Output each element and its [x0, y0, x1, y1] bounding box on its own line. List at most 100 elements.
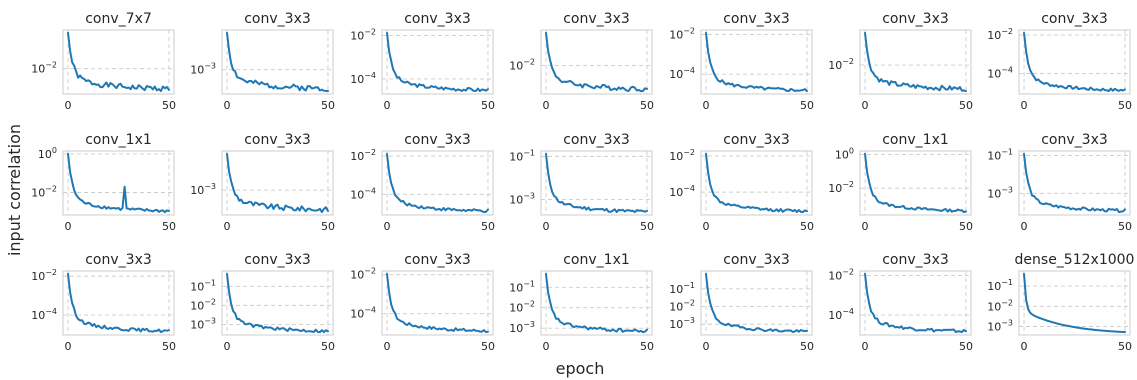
- x-tick-label: 50: [481, 99, 495, 112]
- y-tick-label: 10−1: [987, 147, 1013, 162]
- y-tick-label: 10−1: [987, 278, 1013, 293]
- plot-area: [700, 29, 813, 95]
- x-tick-label: 50: [481, 220, 495, 233]
- series-line: [545, 152, 648, 214]
- plot-area: [62, 270, 175, 336]
- subplot-title: conv_3x3: [563, 11, 630, 27]
- subplot-title: conv_3x3: [404, 132, 471, 148]
- plot-area: [859, 150, 972, 216]
- subplot-title: conv_3x3: [882, 252, 949, 268]
- series-line: [545, 272, 648, 334]
- subplot-title: conv_3x3: [1041, 132, 1108, 148]
- y-tick-label: 10−2: [669, 148, 695, 163]
- plot-area: [381, 270, 494, 336]
- y-tick-label: 10−2: [350, 267, 376, 282]
- x-tick-label: 50: [640, 99, 654, 112]
- x-tick-label: 50: [640, 220, 654, 233]
- subplot-panel: conv_1x1 100 10−2 0 50: [828, 132, 973, 233]
- series-line: [67, 152, 170, 214]
- series-line: [386, 152, 489, 214]
- y-tick-label: 10−3: [669, 316, 695, 331]
- y-tick-label: 10−3: [190, 316, 216, 331]
- series-line: [1023, 31, 1126, 93]
- series-line: [386, 272, 489, 334]
- plot-area: [221, 150, 334, 216]
- subplot-panel: conv_3x3 10−1 10−2 10−3 0 50: [669, 252, 814, 353]
- y-tick-label: 10−2: [31, 61, 57, 76]
- x-tick-label: 50: [321, 340, 335, 353]
- series-line: [67, 272, 170, 334]
- subplot-panel: conv_1x1 10−1 10−2 10−3 0 50: [509, 252, 654, 353]
- plot-area: [221, 29, 334, 95]
- x-tick-label: 0: [224, 99, 231, 112]
- plot-area: [62, 29, 175, 95]
- subplot-panel: conv_3x3 10−2 10−4 0 50: [987, 11, 1132, 112]
- y-tick-label: 10−2: [669, 299, 695, 314]
- subplot-panel: conv_1x1 100 10−2 0 50: [31, 132, 176, 233]
- subplot-title: conv_3x3: [723, 132, 790, 148]
- series-line: [1023, 272, 1126, 334]
- subplot-title: conv_3x3: [404, 252, 471, 268]
- subplot-title: conv_3x3: [723, 11, 790, 27]
- y-tick-label: 10−2: [987, 27, 1013, 42]
- plot-area: [381, 29, 494, 95]
- x-tick-label: 50: [321, 99, 335, 112]
- x-tick-label: 0: [1021, 99, 1028, 112]
- y-tick-label: 100: [835, 147, 854, 162]
- x-tick-label: 50: [162, 99, 176, 112]
- subplot-panel: conv_3x3 10−2 10−4 0 50: [350, 132, 495, 233]
- series-line: [864, 272, 967, 334]
- subplot-grid: conv_7x7 10−2 0 50 conv_3x3 10−3 0 50 conv_3x3 10…: [31, 11, 1134, 353]
- y-tick-label: 10−1: [509, 148, 535, 163]
- subplot-panel: conv_3x3 10−3 0 50: [190, 132, 335, 233]
- subplot-title: conv_3x3: [563, 132, 630, 148]
- y-tick-label: 10−1: [669, 281, 695, 296]
- y-tick-label: 10−2: [190, 297, 216, 312]
- x-axis-label: epoch: [556, 359, 605, 378]
- y-tick-label: 10−2: [31, 184, 57, 199]
- y-tick-label: 10−3: [987, 185, 1013, 200]
- subplot-title: conv_7x7: [85, 11, 152, 27]
- x-tick-label: 50: [800, 220, 814, 233]
- x-tick-label: 0: [384, 99, 391, 112]
- plot-area: [1018, 150, 1131, 216]
- series-line: [1023, 152, 1126, 214]
- y-tick-label: 10−2: [828, 57, 854, 72]
- y-tick-label: 10−1: [190, 278, 216, 293]
- plot-area: [221, 270, 334, 336]
- series-line: [545, 31, 648, 93]
- subplot-panel: conv_3x3 10−2 10−4 0 50: [350, 11, 495, 112]
- y-tick-label: 10−3: [190, 182, 216, 197]
- y-tick-label: 10−4: [350, 71, 376, 86]
- x-tick-label: 50: [800, 340, 814, 353]
- x-tick-label: 0: [224, 220, 231, 233]
- subplot-panel: conv_3x3 10−1 10−2 10−3 0 50: [190, 252, 335, 353]
- series-line: [226, 152, 329, 214]
- plot-area: [859, 270, 972, 336]
- subplot-title: conv_1x1: [563, 252, 630, 268]
- y-tick-label: 10−2: [828, 180, 854, 195]
- y-tick-label: 10−4: [350, 306, 376, 321]
- x-tick-label: 0: [862, 99, 869, 112]
- subplot-panel: conv_3x3 10−1 10−3 0 50: [509, 132, 654, 233]
- y-tick-label: 10−4: [350, 186, 376, 201]
- subplot-title: conv_3x3: [723, 252, 790, 268]
- y-tick-label: 10−2: [350, 27, 376, 42]
- subplot-panel: conv_7x7 10−2 0 50: [31, 11, 176, 112]
- plot-area: [700, 270, 813, 336]
- plot-area: [859, 29, 972, 95]
- subplot-title: conv_3x3: [882, 11, 949, 27]
- y-tick-label: 10−2: [987, 298, 1013, 313]
- y-tick-label: 10−2: [509, 300, 535, 315]
- x-tick-label: 0: [384, 220, 391, 233]
- x-tick-label: 50: [321, 220, 335, 233]
- series-line: [864, 31, 967, 93]
- x-tick-label: 50: [162, 220, 176, 233]
- series-line: [864, 152, 967, 214]
- y-tick-label: 100: [38, 146, 57, 161]
- subplot-panel: conv_3x3 10−2 10−4 0 50: [31, 252, 176, 353]
- x-tick-label: 0: [1021, 220, 1028, 233]
- plot-area: [540, 150, 653, 216]
